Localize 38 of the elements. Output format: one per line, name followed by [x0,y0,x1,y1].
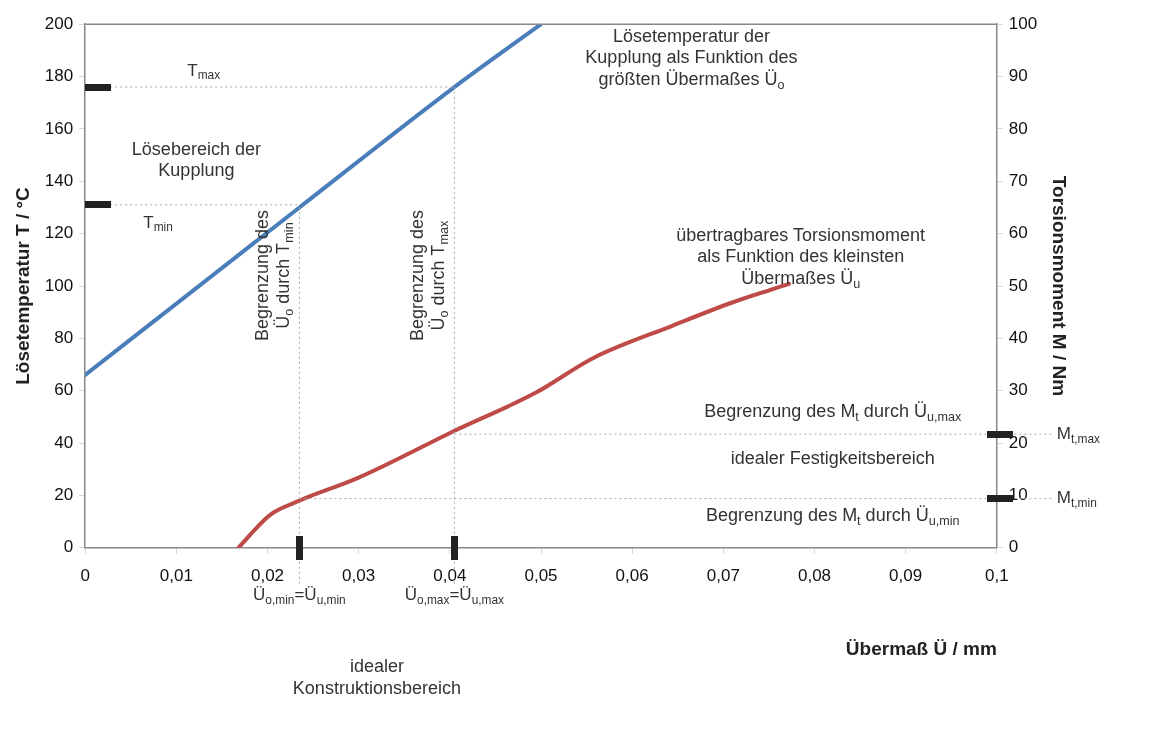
x-tick-label: 0,01 [159,565,193,585]
y-tick-label: 20 [54,485,74,505]
x-tick-label: 0,1 [985,565,1009,585]
y2-tick-label: 100 [1008,13,1038,33]
y-tick-label: 0 [63,537,74,557]
x-tick-label: 0,03 [342,565,376,585]
y2-tick-label: 0 [1008,537,1019,557]
y-tick-label: 200 [44,13,74,33]
text: idealer Konstruktionsbereich [292,655,461,698]
y-tick-label: 140 [44,170,74,190]
y-tick-label: 40 [54,432,74,452]
y2-tick-label: 90 [1008,66,1028,86]
annotation: Lösebereich der Kupplung [131,138,261,181]
x-tick-label: 0,09 [889,565,923,585]
x-tick-label: 0,05 [524,565,558,585]
y-tick-label: 80 [54,328,74,348]
y-tick-label: 180 [44,66,74,86]
y-axis-title: Lösetemperatur T / °C [11,186,33,385]
x-tick-label: 0,02 [250,565,285,585]
y2-tick-label: 50 [1008,275,1028,295]
x-axis-title: Übermaß Ü / mm [845,637,997,659]
y-tick-label: 160 [44,118,74,138]
y2-tick-label: 60 [1008,223,1028,243]
x-tick-label: 0,07 [706,565,740,585]
y2-tick-label: 30 [1008,380,1028,400]
annotation: idealer Festigkeitsbereich [730,447,935,468]
y-tick-label: 100 [44,275,74,295]
x-tick-label: 0,04 [433,565,467,585]
y2-tick-label: 10 [1008,485,1028,505]
y2-tick-label: 70 [1008,170,1028,190]
y-tick-label: 60 [54,380,74,400]
y2-axis-title: Torsionsmoment M / Nm [1049,175,1071,397]
x-tick-label: 0 [80,565,90,585]
y2-tick-label: 40 [1008,328,1028,348]
x-tick-label: 0,06 [615,565,649,585]
x-tick-label: 0,08 [797,565,832,585]
y-tick-label: 120 [44,223,74,243]
y2-tick-label: 80 [1008,118,1028,138]
